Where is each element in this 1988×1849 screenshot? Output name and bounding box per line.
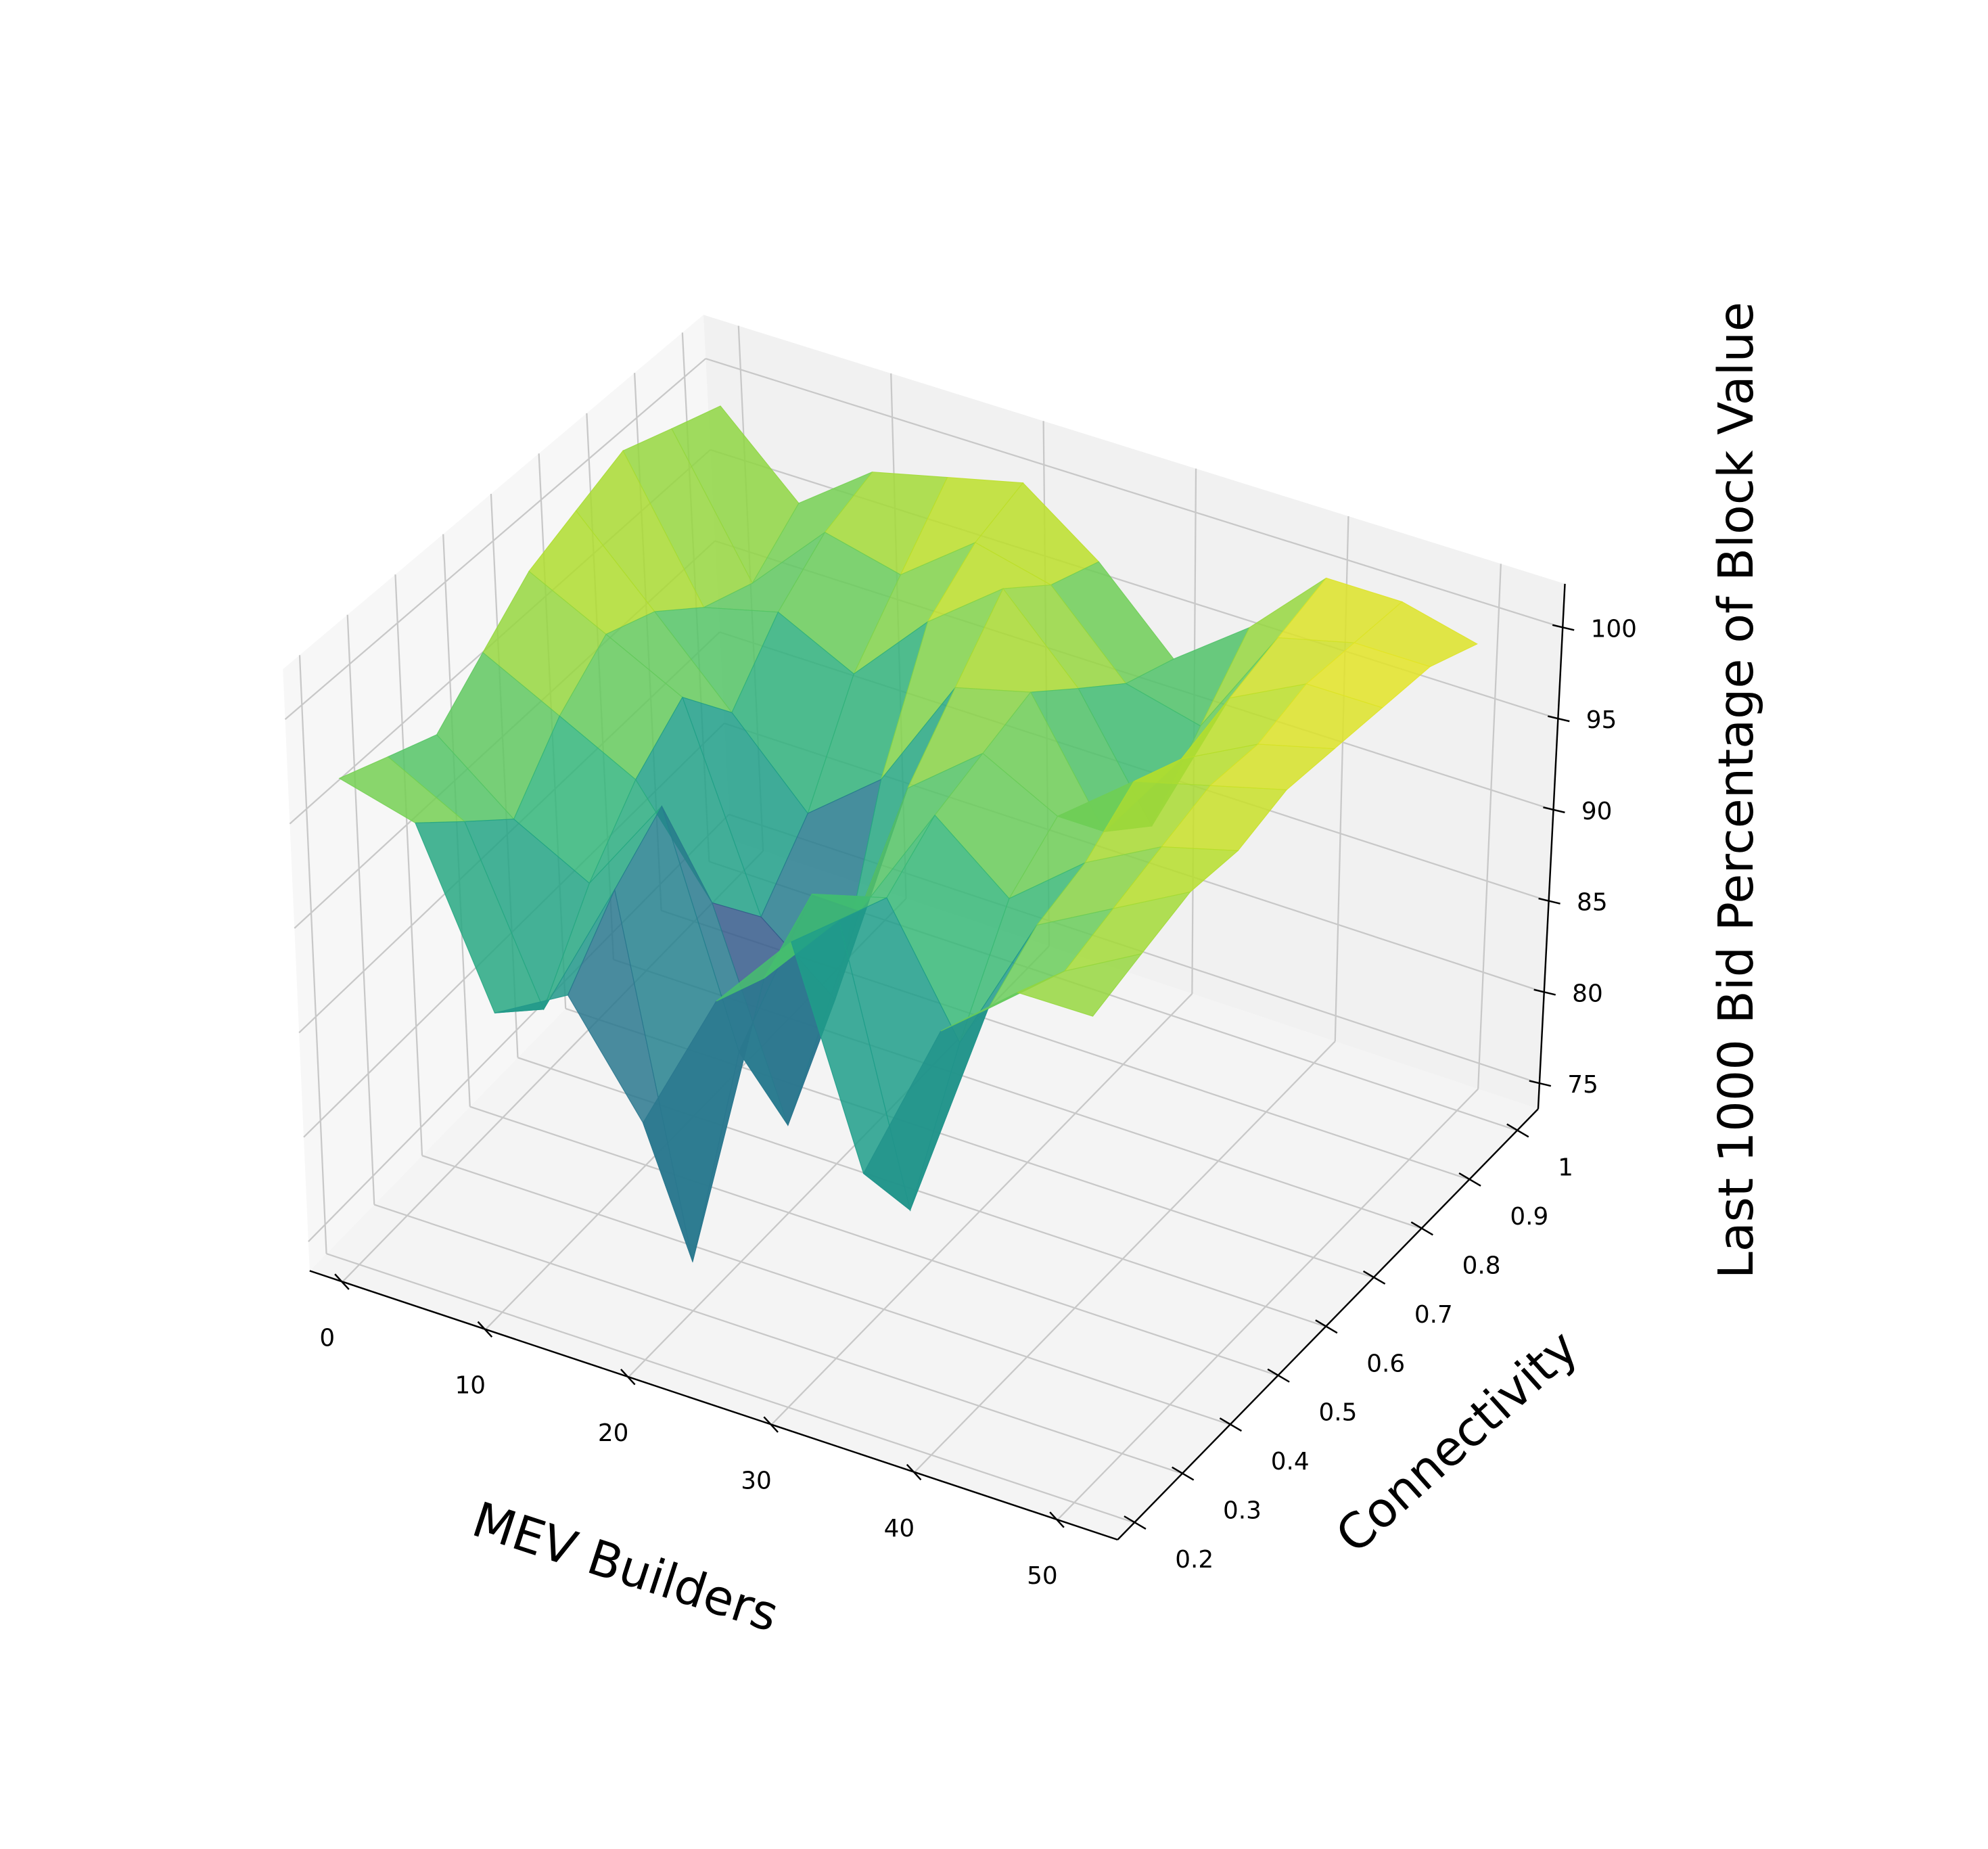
y-tick-label: 1 [1558, 1154, 1573, 1182]
z-axis-line [1537, 583, 1566, 1110]
grid-line [421, 1155, 1230, 1425]
grid-line [346, 614, 375, 1205]
y-axis-label: Connectivity [1325, 1319, 1588, 1564]
y-tick-label: 0.8 [1462, 1252, 1501, 1279]
y-tick-label: 0.7 [1414, 1301, 1453, 1329]
grid-line [326, 1252, 1135, 1524]
grid-line [373, 1204, 1183, 1475]
y-tick-label: 0.3 [1223, 1497, 1262, 1525]
x-tick-label: 40 [884, 1515, 915, 1543]
axes: 0 10 20 30 40 50 0.2 0.3 0.4 0.5 0.6 0.7 0.8 0.9 1 75 80… [309, 583, 1637, 1590]
z-tick-label: 95 [1586, 706, 1617, 734]
z-tick-label: 100 [1591, 615, 1637, 643]
x-tick-label: 0 [319, 1324, 335, 1352]
y-tick-label: 0.5 [1318, 1399, 1357, 1427]
z-axis-label: Last 1000 Bid Percentage of Block Value [1708, 302, 1764, 1279]
z-tick-label: 85 [1577, 889, 1608, 917]
grid-line [469, 1105, 1278, 1377]
x-axis-label: MEV Builders [466, 1491, 785, 1643]
grid-line [394, 574, 423, 1156]
z-tick-label: 75 [1567, 1071, 1598, 1099]
y-tick-label: 0.9 [1510, 1203, 1548, 1231]
grid-line [298, 655, 327, 1254]
grid-line [284, 358, 706, 721]
x-tick-label: 10 [455, 1372, 486, 1400]
grid-line [1057, 1088, 1479, 1521]
x-tick-label: 50 [1027, 1562, 1058, 1590]
y-axis-line [1117, 1108, 1539, 1540]
surface [338, 405, 1478, 1263]
grid-line [770, 993, 1193, 1425]
x-tick-label: 30 [741, 1467, 772, 1494]
y-tick-label: 0.2 [1175, 1546, 1213, 1574]
z-tick-label: 80 [1572, 980, 1603, 1007]
y-tick-label: 0.4 [1271, 1448, 1310, 1476]
x-axis-line [309, 1270, 1118, 1541]
grid-line [705, 357, 1563, 629]
y-tick-label: 0.6 [1366, 1350, 1405, 1377]
grid-line [914, 1041, 1336, 1473]
surface-cell [1016, 953, 1142, 1017]
x-tick-label: 20 [598, 1419, 629, 1447]
grid-line [1477, 564, 1502, 1089]
z-tick-label: 90 [1581, 798, 1613, 825]
